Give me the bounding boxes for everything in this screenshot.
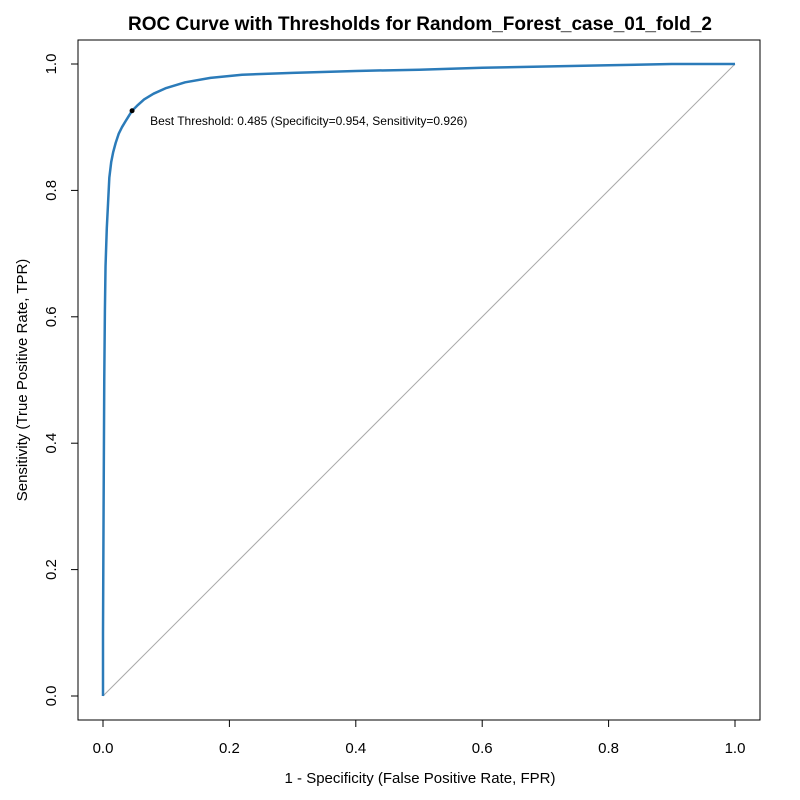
best-threshold-point [130,108,135,113]
x-tick-label: 0.2 [219,740,240,757]
x-tick-label: 0.0 [93,740,114,757]
reference-diagonal [103,64,735,696]
y-axis-title: Sensitivity (True Positive Rate, TPR) [14,259,31,502]
chart-title: ROC Curve with Thresholds for Random_For… [128,14,712,35]
x-tick-label: 0.4 [345,740,366,757]
y-tick-label: 0.4 [43,433,60,454]
best-threshold-annotation: Best Threshold: 0.485 (Specificity=0.954… [150,114,467,128]
x-tick-label: 0.6 [472,740,493,757]
y-tick-label: 0.8 [43,180,60,201]
x-axis-title: 1 - Specificity (False Positive Rate, FP… [285,770,556,787]
x-axis: 0.0 0.2 0.4 0.6 0.8 1.0 [93,720,746,757]
y-tick-label: 0.2 [43,559,60,580]
y-tick-label: 1.0 [43,54,60,75]
x-tick-label: 1.0 [725,740,746,757]
y-tick-label: 0.0 [43,686,60,707]
y-tick-label: 0.6 [43,306,60,327]
y-axis: 0.0 0.2 0.4 0.6 0.8 1.0 [43,54,78,707]
x-tick-label: 0.8 [598,740,619,757]
